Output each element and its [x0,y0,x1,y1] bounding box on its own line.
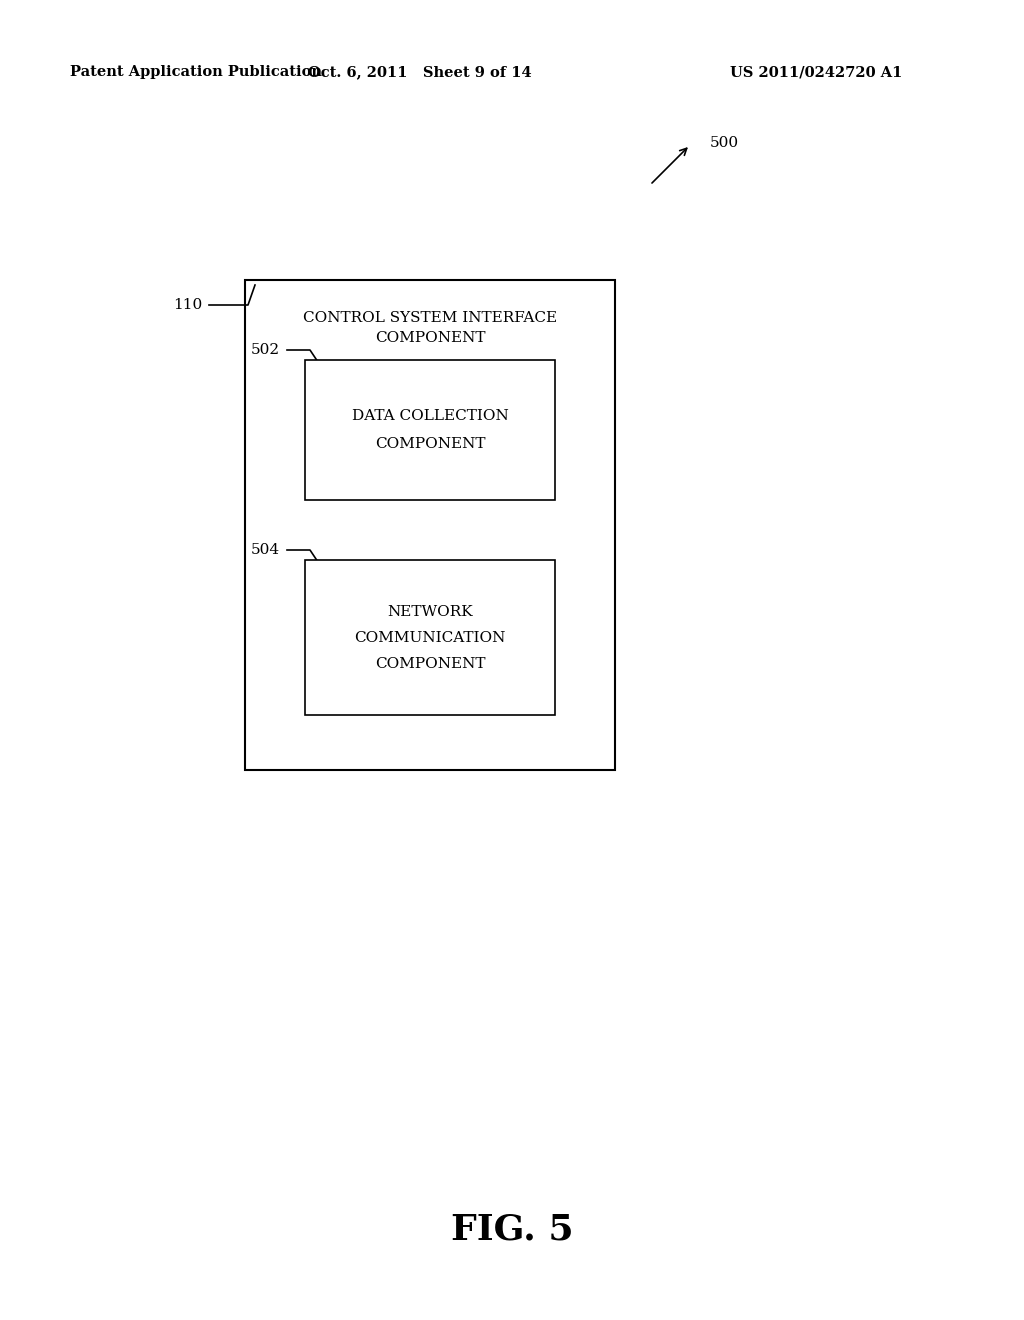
Text: FIG. 5: FIG. 5 [451,1213,573,1247]
Text: Oct. 6, 2011   Sheet 9 of 14: Oct. 6, 2011 Sheet 9 of 14 [308,65,531,79]
Bar [305,360,555,500]
Text: CONTROL SYSTEM INTERFACE: CONTROL SYSTEM INTERFACE [303,312,557,325]
Text: NETWORK: NETWORK [387,605,473,619]
Text: 110: 110 [173,298,202,312]
Text: 504: 504 [251,543,280,557]
Text: 502: 502 [251,343,280,356]
Bar [245,280,615,770]
Text: COMPONENT: COMPONENT [375,437,485,451]
Bar [305,560,555,715]
Text: COMPONENT: COMPONENT [375,331,485,345]
Text: 500: 500 [710,136,739,150]
Text: US 2011/0242720 A1: US 2011/0242720 A1 [730,65,902,79]
Text: COMPONENT: COMPONENT [375,656,485,671]
Text: Patent Application Publication: Patent Application Publication [70,65,322,79]
Text: COMMUNICATION: COMMUNICATION [354,631,506,644]
Text: DATA COLLECTION: DATA COLLECTION [351,409,508,422]
